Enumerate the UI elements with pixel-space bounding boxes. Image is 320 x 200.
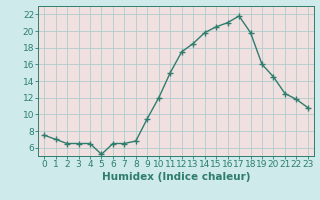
X-axis label: Humidex (Indice chaleur): Humidex (Indice chaleur) (102, 172, 250, 182)
